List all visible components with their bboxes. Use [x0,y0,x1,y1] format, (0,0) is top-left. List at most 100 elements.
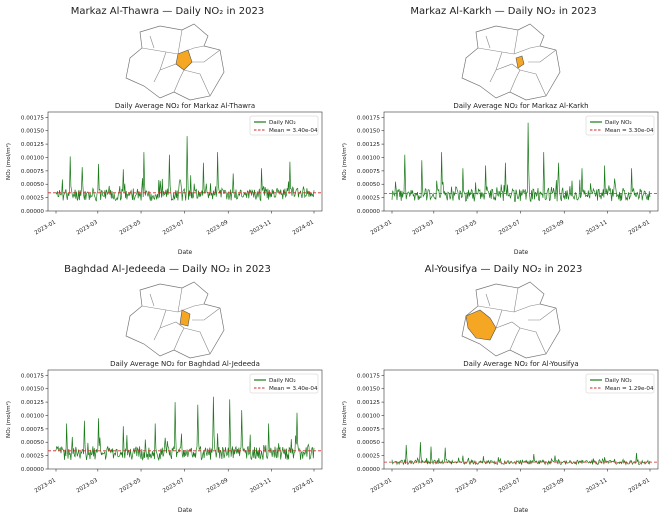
highlighted-district [175,49,193,71]
panel-title: Markaz Al-Thawra — Daily NO₂ in 2023 [70,6,265,17]
line-chart: Daily Average NO₂ for Markaz Al-Thawra 0.… [5,102,323,256]
y-tick-label: 0.00025 [357,454,381,460]
district-border [513,303,541,313]
x-tick-label: 2023-01 [370,477,394,494]
y-tick-label: 0.00100 [357,413,381,419]
y-tick-label: 0.00050 [357,440,381,446]
x-axis-label: Date [514,249,529,256]
x-tick-label: 2023-11 [585,219,609,236]
y-tick-label: 0.00000 [357,467,381,473]
district-border [177,29,183,55]
district-border [177,287,183,313]
chart-title: Daily Average NO₂ for Al-Yousifya [463,360,578,368]
legend-label-daily: Daily NO₂ [605,378,632,384]
legend-label-mean: Mean = 3.40e-04 [269,128,318,134]
y-tick-label: 0.00075 [357,427,381,433]
daily-no2-line [391,122,651,203]
daily-no2-line [55,136,315,202]
x-tick-label: 2024-01 [292,219,316,236]
x-tick-label: 2023-07 [162,477,186,494]
highlighted-district [465,309,497,341]
panel-title: Al-Yousifya — Daily NO₂ in 2023 [424,264,583,275]
line-chart: Daily Average NO₂ for Al-Yousifya 0.00000… [341,360,659,514]
line-chart: Daily Average NO₂ for Markaz Al-Karkh 0.0… [341,102,659,256]
x-tick-label: 2023-03 [76,477,100,494]
x-tick-label: 2023-01 [34,477,58,494]
x-tick-label: 2023-07 [498,219,522,236]
x-tick-label: 2024-01 [628,477,652,494]
y-tick-label: 0.00175 [21,115,45,121]
district-border [513,45,541,55]
y-tick-label: 0.00100 [357,155,381,161]
district-border [149,293,155,307]
district-map [461,281,561,359]
y-tick-label: 0.00100 [21,155,45,161]
map-outline [461,23,561,101]
district-border [528,49,557,63]
district-border [192,49,221,63]
district-border [519,69,547,97]
legend-label-mean: Mean = 3.40e-04 [269,386,318,392]
y-axis-label: NO₂ (mol/m²) [5,143,12,180]
district-border [149,35,155,49]
chart-title: Daily Average NO₂ for Baghdad Al-Jedeeda [110,360,260,368]
district-border [513,29,519,55]
district-border [173,69,185,93]
x-axis-label: Date [178,249,193,256]
legend [585,115,655,136]
district-border [183,327,211,355]
x-tick-label: 2023-07 [162,219,186,236]
y-axis-label: NO₂ (mol/m²) [5,401,12,438]
y-tick-label: 0.00150 [21,387,45,393]
highlighted-district [515,55,525,69]
district-border [509,69,521,93]
legend [249,115,319,136]
y-tick-label: 0.00075 [21,169,45,175]
district-border [528,307,557,321]
district-border [495,63,521,71]
district-border [485,35,491,49]
panel-title: Baghdad Al-Jedeeda — Daily NO₂ in 2023 [64,264,271,275]
y-tick-label: 0.00125 [21,142,45,148]
y-tick-label: 0.00025 [357,196,381,202]
chart-title: Daily Average NO₂ for Markaz Al-Karkh [453,102,588,110]
y-tick-label: 0.00000 [21,467,45,473]
y-tick-label: 0.00050 [21,440,45,446]
y-tick-label: 0.00100 [21,413,45,419]
legend-label-daily: Daily NO₂ [269,378,296,384]
y-tick-label: 0.00125 [357,142,381,148]
district-border [159,321,185,329]
district-border [509,327,521,351]
x-tick-label: 2023-11 [249,219,273,236]
district-map [125,23,225,101]
y-tick-label: 0.00075 [357,169,381,175]
x-tick-label: 2024-01 [292,477,316,494]
chart-panel: Markaz Al-Karkh — Daily NO₂ in 2023 Daily… [336,0,671,258]
chart-panel: Baghdad Al-Jedeeda — Daily NO₂ in 2023 Da… [0,258,335,516]
legend-label-daily: Daily NO₂ [605,120,632,126]
daily-no2-line [391,442,651,466]
y-tick-label: 0.00150 [21,129,45,135]
district-border [192,307,221,321]
x-tick-label: 2023-05 [119,219,143,236]
y-axis-label: NO₂ (mol/m²) [341,143,348,180]
x-tick-label: 2023-09 [542,477,566,494]
y-axis-label: NO₂ (mol/m²) [341,401,348,438]
x-axis-label: Date [178,507,193,514]
y-tick-label: 0.00125 [21,400,45,406]
legend-label-mean: Mean = 1.29e-04 [605,386,654,392]
x-tick-label: 2024-01 [628,219,652,236]
y-tick-label: 0.00025 [21,196,45,202]
y-tick-label: 0.00150 [357,129,381,135]
chart-title: Daily Average NO₂ for Markaz Al-Thawra [115,102,255,110]
highlighted-district [179,309,191,327]
x-tick-label: 2023-09 [206,219,230,236]
district-map [461,23,561,101]
x-tick-label: 2023-01 [370,219,394,236]
district-border [495,321,521,329]
district-border [513,287,519,313]
y-tick-label: 0.00025 [21,454,45,460]
district-border [173,327,185,351]
y-tick-label: 0.00050 [357,182,381,188]
y-tick-label: 0.00175 [357,373,381,379]
